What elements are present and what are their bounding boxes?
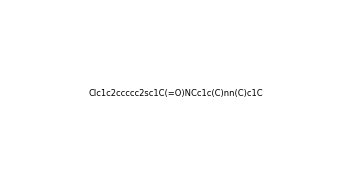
Text: Clc1c2ccccc2sc1C(=O)NCc1c(C)nn(C)c1C: Clc1c2ccccc2sc1C(=O)NCc1c(C)nn(C)c1C [88, 89, 263, 98]
